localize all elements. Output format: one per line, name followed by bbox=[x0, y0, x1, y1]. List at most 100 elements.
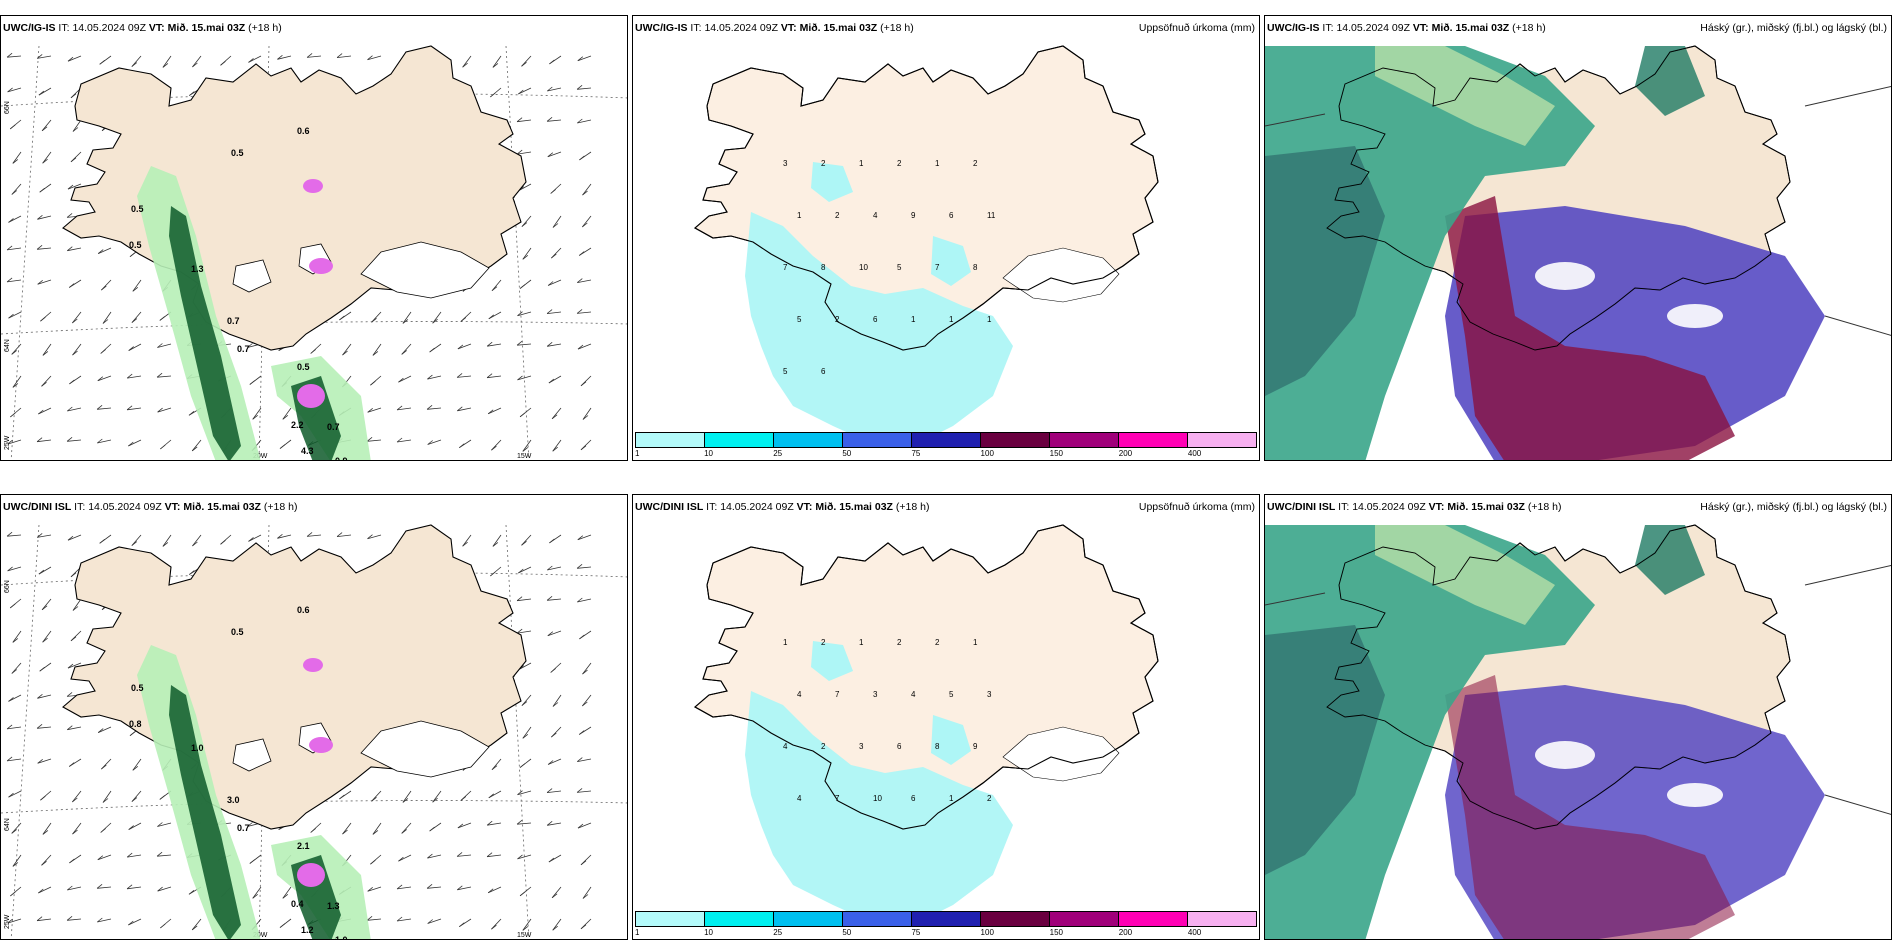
wind-barb bbox=[402, 311, 412, 324]
wind-barb-flag bbox=[546, 309, 553, 314]
colorbar-swatch bbox=[912, 433, 981, 447]
colorbar-swatch bbox=[636, 912, 705, 926]
wind-barb-flag bbox=[96, 883, 103, 889]
wind-barb-flag bbox=[577, 823, 584, 829]
wind-barb bbox=[342, 343, 352, 356]
colorbar-tick-label: 400 bbox=[1187, 449, 1202, 458]
wind-barb-flag bbox=[189, 91, 195, 96]
wind-barb-flag bbox=[191, 446, 198, 452]
wind-barb-flag bbox=[100, 828, 106, 833]
colorbar-tick-label: 50 bbox=[842, 449, 852, 458]
precip-value-label: 0.7 bbox=[237, 344, 250, 354]
wind-barb-flag bbox=[488, 314, 495, 320]
wind-barb bbox=[582, 183, 592, 196]
wind-barb bbox=[7, 55, 22, 58]
lat-label-66n: 66N bbox=[4, 101, 11, 114]
wind-barb-flag bbox=[427, 374, 433, 380]
colorbar-tick-label: 1 bbox=[635, 928, 640, 937]
wind-barb-flag bbox=[96, 404, 103, 410]
wind-barb-flag bbox=[101, 764, 107, 770]
wind-barb-flag bbox=[492, 63, 499, 68]
precip-value-label: 7 bbox=[935, 263, 940, 272]
wind-barb bbox=[42, 630, 52, 643]
wind-barb bbox=[72, 822, 82, 835]
wind-barb-flag bbox=[577, 757, 583, 762]
wind-barb bbox=[277, 534, 292, 539]
wind-barb-flag bbox=[576, 309, 583, 314]
panel-title: UWC/IG-IS IT: 14.05.2024 09Z VT: Mið. 15… bbox=[3, 22, 282, 34]
wind-barb-flag bbox=[491, 924, 497, 930]
wind-barb bbox=[367, 918, 382, 921]
wind-barb-flag bbox=[68, 762, 75, 767]
wind-barb-flag bbox=[488, 793, 495, 799]
wind-barb-flag bbox=[72, 829, 78, 835]
wind-barb bbox=[547, 822, 562, 826]
wind-barb-flag bbox=[550, 668, 556, 673]
wind-barb bbox=[67, 439, 82, 442]
colorbar-swatch bbox=[1050, 912, 1119, 926]
precip-value-label: 2.1 bbox=[297, 841, 310, 851]
wind-barb-flag bbox=[6, 52, 13, 58]
wind-barb-flag bbox=[38, 409, 44, 415]
wind-barb bbox=[131, 534, 142, 546]
wind-barb-flag bbox=[160, 923, 166, 929]
wind-barb-flag bbox=[12, 383, 19, 388]
wind-barb-flag bbox=[42, 351, 49, 356]
precip-value-label: 1 bbox=[949, 315, 954, 324]
wind-barb-flag bbox=[432, 318, 438, 324]
wind-barb-flag bbox=[97, 438, 103, 444]
wind-barb bbox=[7, 726, 22, 730]
wind-barb bbox=[12, 375, 22, 388]
wind-map: 66N 64N 25W 20W 15W 0.5 0.6 0.5 0.8 1.0 3.0 0.7 2.1 1… bbox=[1, 524, 627, 939]
latitude-line-64n bbox=[1, 321, 627, 335]
mid-cloud-area bbox=[1445, 675, 1735, 939]
wind-barb-flag bbox=[576, 788, 583, 793]
wind-barb-flag bbox=[102, 798, 109, 803]
wind-barb-flag bbox=[547, 631, 554, 637]
wind-barb-flag bbox=[249, 380, 256, 385]
high-cloud-dense bbox=[1265, 146, 1385, 396]
precip-cyan-area bbox=[745, 641, 1013, 925]
wind-barb-flag bbox=[11, 350, 17, 355]
wind-barb bbox=[131, 790, 142, 802]
wind-barb-flag bbox=[156, 851, 163, 857]
precip-value-label: 0.7 bbox=[227, 316, 240, 326]
wind-barb-flag bbox=[401, 350, 407, 355]
wind-barb-flag bbox=[70, 572, 77, 578]
precip-value-label: 2 bbox=[821, 159, 826, 168]
precip-value-label: 10 bbox=[873, 794, 882, 803]
wind-barb bbox=[127, 407, 142, 411]
precip-cyan-region bbox=[931, 715, 971, 765]
wind-barb bbox=[367, 407, 382, 413]
precip-value-label: 0.6 bbox=[297, 126, 310, 136]
wind-barb bbox=[37, 215, 52, 220]
wind-barb bbox=[397, 918, 412, 922]
wind-barb bbox=[37, 758, 52, 764]
wind-barb bbox=[307, 55, 322, 58]
wind-barb-flag bbox=[6, 277, 13, 283]
wind-barb-flag bbox=[580, 860, 587, 866]
wind-barb-flag bbox=[582, 894, 589, 899]
wind-barb bbox=[552, 439, 562, 452]
colorbar-tick-label: 200 bbox=[1118, 449, 1133, 458]
wind-barb bbox=[307, 534, 322, 537]
wind-barb-flag bbox=[12, 638, 19, 643]
wind-barb bbox=[577, 311, 592, 314]
wind-barb-flag bbox=[132, 286, 139, 292]
wind-barb-flag bbox=[491, 445, 497, 451]
lon-label-15w: 15W bbox=[517, 932, 532, 939]
wind-barb-flag bbox=[486, 373, 493, 379]
wind-barb-flag bbox=[552, 702, 559, 707]
wind-barb-flag bbox=[548, 378, 555, 384]
precip-value-label: 6 bbox=[821, 367, 826, 376]
wind-barb-flag bbox=[517, 854, 523, 860]
wind-barb-flag bbox=[42, 830, 49, 835]
wind-barb-flag bbox=[97, 917, 103, 923]
wind-barb-flag bbox=[69, 379, 75, 385]
wind-barb bbox=[577, 534, 592, 541]
high-cloud-dense bbox=[1635, 46, 1705, 116]
fir-boundary-line bbox=[1265, 592, 1326, 606]
wind-barb bbox=[547, 343, 562, 347]
precip-cyan-area bbox=[745, 162, 1013, 446]
wind-barb bbox=[7, 279, 22, 283]
